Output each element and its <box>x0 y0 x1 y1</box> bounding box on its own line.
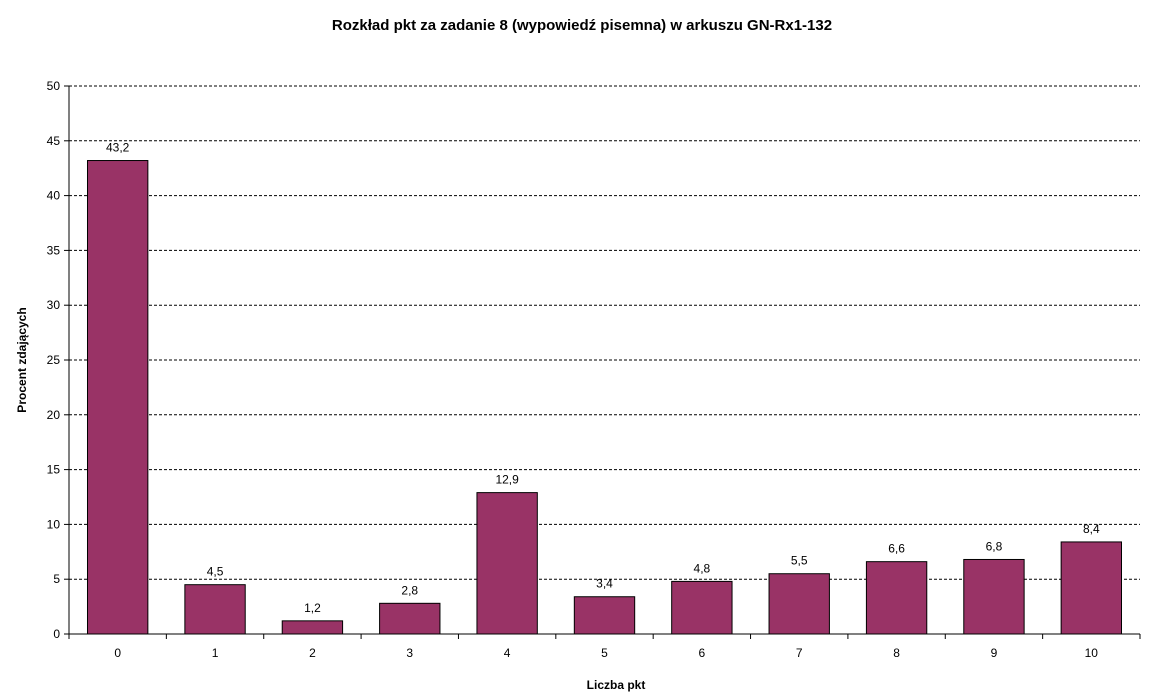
y-tick-label: 15 <box>47 463 61 477</box>
x-tick-label-3: 3 <box>406 646 413 660</box>
data-label-6: 4,8 <box>694 561 711 575</box>
data-label-9: 6,8 <box>986 539 1003 553</box>
axes <box>64 85 1141 639</box>
chart-title: Rozkład pkt za zadanie 8 (wypowiedź pise… <box>332 17 832 34</box>
data-label-4: 12,9 <box>495 473 519 487</box>
data-label-1: 4,5 <box>207 565 224 579</box>
x-tick-labels: 0 1 2 3 4 5 6 7 8 9 10 <box>114 646 1098 660</box>
data-label-5: 3,4 <box>596 577 613 591</box>
bar-8 <box>865 561 928 635</box>
x-tick-label-8: 8 <box>893 646 900 660</box>
y-tick-label: 25 <box>47 353 61 367</box>
y-tick-labels: 0 5 10 15 20 25 30 35 40 45 50 <box>47 79 61 641</box>
x-tick-label-2: 2 <box>309 646 316 660</box>
x-tick-label-7: 7 <box>796 646 803 660</box>
y-tick-label: 0 <box>53 627 60 641</box>
y-axis-title: Procent zdających <box>15 307 29 412</box>
y-tick-label: 10 <box>47 517 61 531</box>
data-label-10: 8,4 <box>1083 522 1100 536</box>
bar-1 <box>184 584 246 635</box>
x-tick-label-5: 5 <box>601 646 608 660</box>
data-label-2: 1,2 <box>304 601 321 615</box>
x-axis-title: Liczba pkt <box>587 678 646 692</box>
bar-9 <box>963 558 1025 635</box>
y-tick-label: 35 <box>47 243 61 257</box>
bar-6 <box>671 580 733 635</box>
y-tick-label: 30 <box>47 298 61 312</box>
y-tick-label: 5 <box>53 572 60 586</box>
x-tick-label-9: 9 <box>991 646 998 660</box>
data-label-7: 5,5 <box>791 554 808 568</box>
data-label-0: 43,2 <box>106 141 130 155</box>
data-label-8: 6,6 <box>888 542 905 556</box>
x-tick-label-0: 0 <box>114 646 121 660</box>
x-tick-label-1: 1 <box>212 646 219 660</box>
bar-4 <box>476 492 538 635</box>
bar-5 <box>573 596 636 635</box>
bar-7 <box>768 573 830 635</box>
x-tick-label-4: 4 <box>504 646 511 660</box>
y-tick-label: 45 <box>47 134 61 148</box>
bar-0 <box>86 160 149 635</box>
bar-3 <box>379 602 441 635</box>
bars <box>86 160 1123 635</box>
y-tick-label: 20 <box>47 408 61 422</box>
y-tick-label: 40 <box>47 189 61 203</box>
x-tick-label-10: 10 <box>1085 646 1099 660</box>
bar-10 <box>1060 541 1123 635</box>
gridlines <box>69 85 1140 580</box>
data-labels: 43,2 4,5 1,2 2,8 12,9 3,4 4,8 5,5 6,6 6,8 8,4 <box>106 141 1100 615</box>
x-tick-label-6: 6 <box>699 646 706 660</box>
y-tick-label: 50 <box>47 79 61 93</box>
bar-2 <box>281 620 344 635</box>
data-label-3: 2,8 <box>401 583 418 597</box>
